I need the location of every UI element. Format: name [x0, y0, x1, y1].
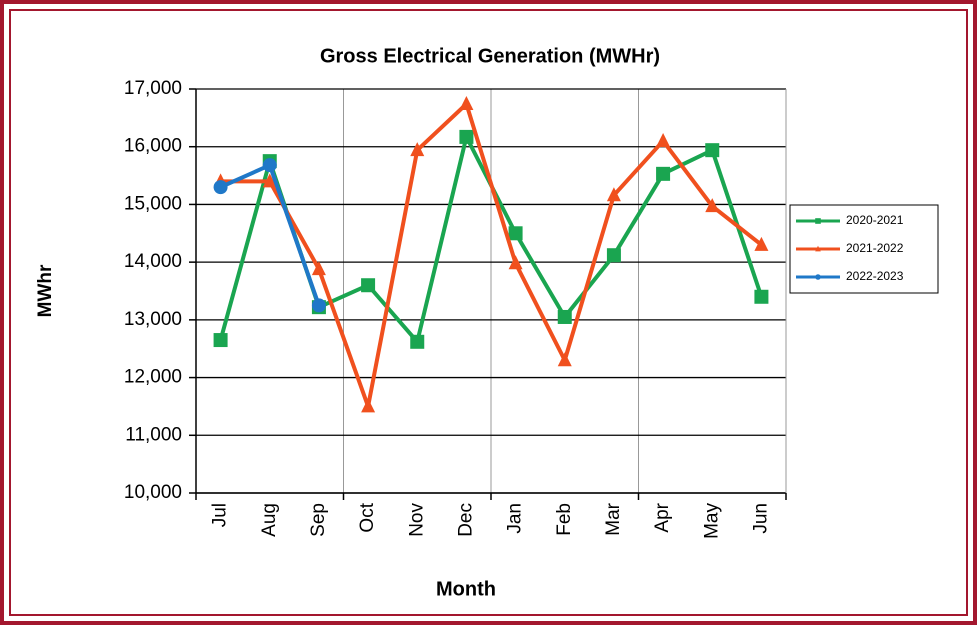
marker-triangle: [262, 173, 277, 188]
marker-circle: [311, 298, 326, 313]
x-tick-label: Feb: [554, 503, 575, 536]
marker-square: [754, 289, 769, 304]
chart-title: Gross Electrical Generation (MWHr): [320, 45, 660, 67]
x-tick-label: Oct: [357, 502, 378, 532]
series-line: [220, 102, 763, 409]
y-tick-label: 17,000: [124, 78, 182, 99]
marker-triangle: [508, 255, 523, 270]
x-tick-label: Nov: [406, 503, 427, 537]
marker-circle: [262, 158, 277, 173]
marker-triangle: [410, 142, 425, 157]
x-tick-label: Aug: [259, 503, 280, 537]
legend-label: 2021-2022: [846, 241, 904, 255]
marker-triangle: [361, 398, 376, 413]
x-axis-label: Month: [436, 578, 496, 600]
marker-triangle: [606, 187, 621, 202]
y-tick-label: 10,000: [124, 482, 182, 503]
marker-square: [656, 166, 671, 181]
x-tick-label: Sep: [308, 503, 329, 537]
y-tick-label: 15,000: [124, 193, 182, 214]
x-tick-label: May: [701, 503, 722, 539]
marker-square: [508, 226, 523, 241]
y-tick-label: 11,000: [125, 424, 182, 445]
marker-square: [815, 218, 821, 224]
y-tick-label: 13,000: [124, 309, 182, 330]
marker-square: [705, 143, 720, 158]
marker-triangle: [311, 261, 326, 276]
legend-label: 2020-2021: [846, 213, 904, 227]
marker-square: [213, 333, 228, 348]
marker-triangle: [705, 198, 720, 213]
x-tick-label: Jul: [210, 503, 231, 527]
marker-square: [361, 278, 376, 293]
y-tick-label: 14,000: [124, 251, 182, 272]
marker-square: [557, 309, 572, 324]
marker-square: [606, 248, 621, 263]
marker-circle: [815, 274, 821, 280]
x-tick-label: Jan: [505, 503, 526, 534]
x-tick-label: Apr: [652, 502, 673, 532]
marker-square: [459, 129, 474, 144]
marker-circle: [213, 180, 228, 195]
x-tick-label: Jun: [750, 503, 771, 534]
marker-triangle: [815, 245, 821, 252]
x-tick-label: Mar: [603, 502, 624, 535]
marker-triangle: [459, 96, 474, 111]
marker-square: [410, 334, 425, 349]
marker-triangle: [754, 236, 769, 251]
y-axis-label: MWhr: [35, 264, 56, 317]
y-tick-label: 16,000: [124, 136, 182, 157]
marker-triangle: [557, 352, 572, 367]
legend-label: 2022-2023: [846, 269, 904, 283]
marker-triangle: [656, 132, 671, 147]
y-tick-label: 12,000: [124, 367, 182, 388]
x-tick-label: Dec: [455, 503, 476, 537]
inner-frame: [9, 9, 968, 616]
